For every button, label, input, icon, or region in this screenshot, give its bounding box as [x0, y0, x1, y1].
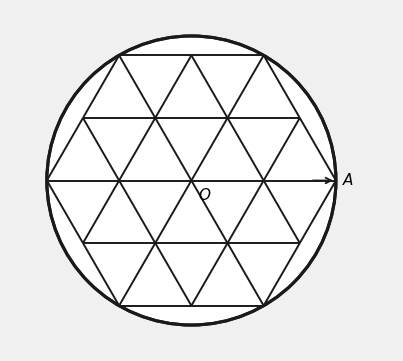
- Text: A: A: [343, 173, 353, 188]
- Text: O: O: [199, 188, 211, 203]
- Circle shape: [47, 36, 336, 325]
